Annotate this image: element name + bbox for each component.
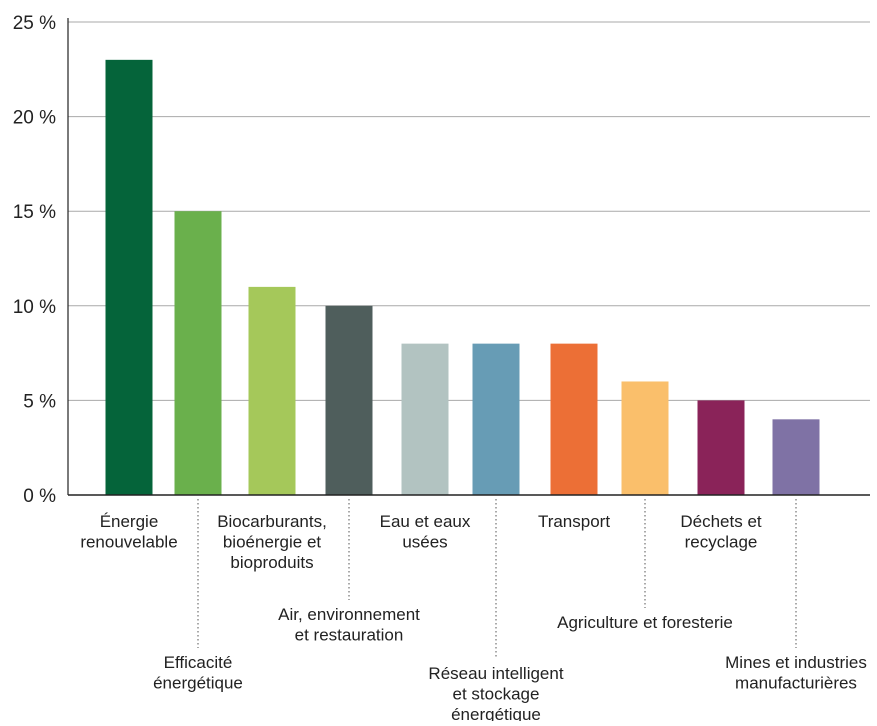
bar [325,305,373,495]
bar [621,381,669,495]
category-labels: Énergie renouvelable Efficacité énergétique… [80,512,867,724]
bar [248,286,296,495]
category-label: Mines et industries manufacturières [725,653,867,693]
bar [550,343,598,495]
label-leader-lines [197,499,797,659]
category-label: Réseau intelligent et stockage énergétique [428,664,563,721]
bar [174,211,222,495]
bar [772,419,820,495]
bars [105,59,820,496]
bar [401,343,449,495]
category-label: Air, environnement et restauration [278,605,420,645]
category-label: Transport [538,512,610,531]
y-tick-label: 10 % [13,297,56,318]
y-tick-label: 15 % [13,202,56,223]
category-label: Déchets et recyclage [680,512,762,552]
category-label: Eau et eaux usées [380,512,471,552]
y-tick-label: 0 % [23,486,56,507]
bar [472,343,520,495]
category-label: Biocarburants, bioénergie et bioproduits [217,512,327,572]
category-label: Agriculture et foresterie [557,613,733,632]
y-tick-labels: 0 % 5 % 10 % 15 % 20 % 25 % [13,13,56,507]
y-tick-label: 20 % [13,108,56,129]
axes [67,18,870,496]
category-label: Efficacité énergétique [153,653,243,693]
y-tick-label: 5 % [23,391,56,412]
bar [105,59,153,496]
category-label: Énergie renouvelable [80,512,177,552]
bar [697,400,745,495]
y-tick-label: 25 % [13,13,56,34]
